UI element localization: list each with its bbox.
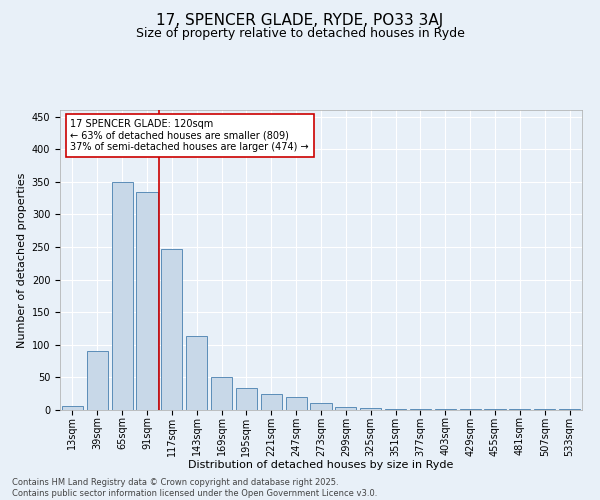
X-axis label: Distribution of detached houses by size in Ryde: Distribution of detached houses by size … <box>188 460 454 470</box>
Text: 17 SPENCER GLADE: 120sqm
← 63% of detached houses are smaller (809)
37% of semi-: 17 SPENCER GLADE: 120sqm ← 63% of detach… <box>70 119 309 152</box>
Bar <box>385 408 406 410</box>
Text: Contains HM Land Registry data © Crown copyright and database right 2025.
Contai: Contains HM Land Registry data © Crown c… <box>12 478 377 498</box>
Bar <box>186 336 207 410</box>
Bar <box>310 404 332 410</box>
Bar <box>286 397 307 410</box>
Bar <box>559 408 580 410</box>
Bar <box>161 249 182 410</box>
Bar <box>112 182 133 410</box>
Bar <box>335 406 356 410</box>
Bar <box>211 378 232 410</box>
Bar <box>261 394 282 410</box>
Bar <box>62 406 83 410</box>
Text: Size of property relative to detached houses in Ryde: Size of property relative to detached ho… <box>136 28 464 40</box>
Text: 17, SPENCER GLADE, RYDE, PO33 3AJ: 17, SPENCER GLADE, RYDE, PO33 3AJ <box>157 12 443 28</box>
Bar <box>87 352 108 410</box>
Bar <box>360 408 381 410</box>
Bar <box>236 388 257 410</box>
Y-axis label: Number of detached properties: Number of detached properties <box>17 172 28 348</box>
Bar <box>136 192 158 410</box>
